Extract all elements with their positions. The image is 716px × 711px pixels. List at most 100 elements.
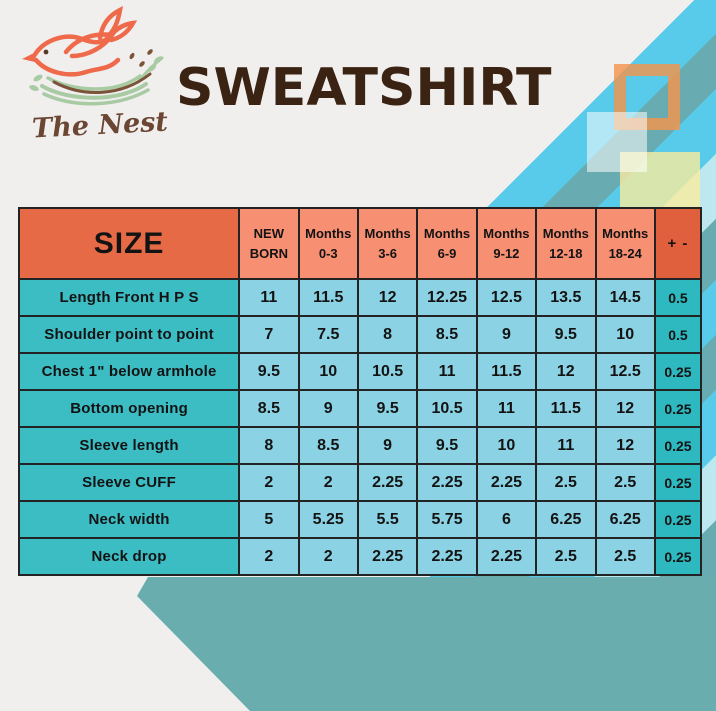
- cell-value: 2.25: [416, 463, 478, 502]
- cell-value: 12: [594, 426, 656, 465]
- cell-value: 10: [297, 352, 359, 391]
- column-header-months-6-9: Months 6-9: [416, 207, 478, 280]
- cell-value: 10.5: [416, 389, 478, 428]
- tolerance-value: 0.25: [653, 352, 703, 391]
- column-header-months-9-12: Months 9-12: [475, 207, 538, 280]
- cell-value: 5.5: [356, 500, 419, 539]
- cell-value: 2: [297, 463, 359, 502]
- cell-value: 11: [238, 278, 300, 317]
- cell-value: 7: [238, 315, 300, 354]
- bird-nest-icon: [22, 6, 164, 106]
- tolerance-value: 0.25: [653, 537, 703, 576]
- cell-value: 14.5: [594, 278, 656, 317]
- column-header-months-12-18: Months 12-18: [535, 207, 597, 280]
- column-header-months-0-3: Months 0-3: [297, 207, 359, 280]
- table-row: Shoulder point to point 7 7.5 8 8.5 9 9.…: [17, 315, 703, 354]
- cell-value: 11.5: [535, 389, 597, 428]
- cell-value: 9.5: [535, 315, 597, 354]
- tolerance-value: 0.25: [653, 426, 703, 465]
- cell-value: 9.5: [238, 352, 300, 391]
- white-square-decoration: [587, 112, 647, 172]
- cell-value: 6.25: [535, 500, 597, 539]
- size-table: SIZE NEW BORN Months 0-3 Months 3-6 Months 6…: [17, 207, 703, 576]
- row-label: Bottom opening: [17, 389, 241, 428]
- row-label: Sleeve CUFF: [17, 463, 241, 502]
- tolerance-value: 0.25: [653, 389, 703, 428]
- tolerance-value: 0.5: [653, 278, 703, 317]
- logo: The Nest: [20, 6, 180, 156]
- cell-value: 10: [594, 315, 656, 354]
- cell-value: 9: [356, 426, 419, 465]
- cell-value: 12: [535, 352, 597, 391]
- cell-value: 2.5: [594, 463, 656, 502]
- cell-value: 2.25: [475, 537, 538, 576]
- cell-value: 9: [475, 315, 538, 354]
- row-label: Neck width: [17, 500, 241, 539]
- cell-value: 2: [297, 537, 359, 576]
- cell-value: 8: [356, 315, 419, 354]
- cell-value: 8.5: [238, 389, 300, 428]
- table-row: Neck width 5 5.25 5.5 5.75 6 6.25 6.25 0…: [17, 500, 703, 539]
- cell-value: 12: [594, 389, 656, 428]
- cell-value: 2.25: [356, 463, 419, 502]
- cell-value: 12.25: [416, 278, 478, 317]
- cell-value: 2: [238, 537, 300, 576]
- table-row: Neck drop 2 2 2.25 2.25 2.25 2.5 2.5 0.2…: [17, 537, 703, 576]
- header-row: SIZE NEW BORN Months 0-3 Months 3-6 Months 6…: [17, 207, 703, 280]
- cell-value: 10: [475, 426, 538, 465]
- cell-value: 2.25: [416, 537, 478, 576]
- cell-value: 7.5: [297, 315, 359, 354]
- cell-value: 6.25: [594, 500, 656, 539]
- table-row: Sleeve length 8 8.5 9 9.5 10 11 12 0.25: [17, 426, 703, 465]
- cell-value: 2.25: [356, 537, 419, 576]
- cell-value: 12.5: [475, 278, 538, 317]
- tolerance-header-cell: + -: [653, 207, 703, 280]
- row-label: Sleeve length: [17, 426, 241, 465]
- cell-value: 5.75: [416, 500, 478, 539]
- size-header-cell: SIZE: [17, 207, 241, 280]
- cell-value: 2.5: [535, 463, 597, 502]
- cell-value: 12.5: [594, 352, 656, 391]
- cell-value: 8.5: [416, 315, 478, 354]
- cell-value: 9.5: [416, 426, 478, 465]
- cell-value: 11: [475, 389, 538, 428]
- page-title: SWEATSHIRT: [176, 58, 552, 118]
- bird-eye: [43, 49, 49, 55]
- cell-value: 9: [297, 389, 359, 428]
- cell-value: 8.5: [297, 426, 359, 465]
- cell-value: 2.5: [594, 537, 656, 576]
- table-row: Bottom opening 8.5 9 9.5 10.5 11 11.5 12…: [17, 389, 703, 428]
- row-label: Length Front H P S: [17, 278, 241, 317]
- beak-shape: [22, 53, 35, 62]
- tolerance-value: 0.5: [653, 315, 703, 354]
- tolerance-value: 0.25: [653, 463, 703, 502]
- cell-value: 2: [238, 463, 300, 502]
- cell-value: 12: [356, 278, 419, 317]
- tolerance-value: 0.25: [653, 500, 703, 539]
- cell-value: 5.25: [297, 500, 359, 539]
- cell-value: 10.5: [356, 352, 419, 391]
- cell-value: 11.5: [475, 352, 538, 391]
- table-row: Length Front H P S 11 11.5 12 12.25 12.5…: [17, 278, 703, 317]
- cell-value: 11: [535, 426, 597, 465]
- table-row: Sleeve CUFF 2 2 2.25 2.25 2.25 2.5 2.5 0…: [17, 463, 703, 502]
- column-header-months-3-6: Months 3-6: [356, 207, 419, 280]
- cell-value: 11: [416, 352, 478, 391]
- cell-value: 6: [475, 500, 538, 539]
- row-label: Chest 1" below armhole: [17, 352, 241, 391]
- orange-outline-square-decoration: [614, 64, 680, 130]
- cell-value: 2.5: [535, 537, 597, 576]
- cell-value: 13.5: [535, 278, 597, 317]
- row-label: Shoulder point to point: [17, 315, 241, 354]
- cell-value: 11.5: [297, 278, 359, 317]
- cell-value: 5: [238, 500, 300, 539]
- cell-value: 9.5: [356, 389, 419, 428]
- table-row: Chest 1" below armhole 9.5 10 10.5 11 11…: [17, 352, 703, 391]
- row-label: Neck drop: [17, 537, 241, 576]
- column-header-months-18-24: Months 18-24: [594, 207, 656, 280]
- column-header-newborn: NEW BORN: [238, 207, 300, 280]
- cell-value: 2.25: [475, 463, 538, 502]
- cell-value: 8: [238, 426, 300, 465]
